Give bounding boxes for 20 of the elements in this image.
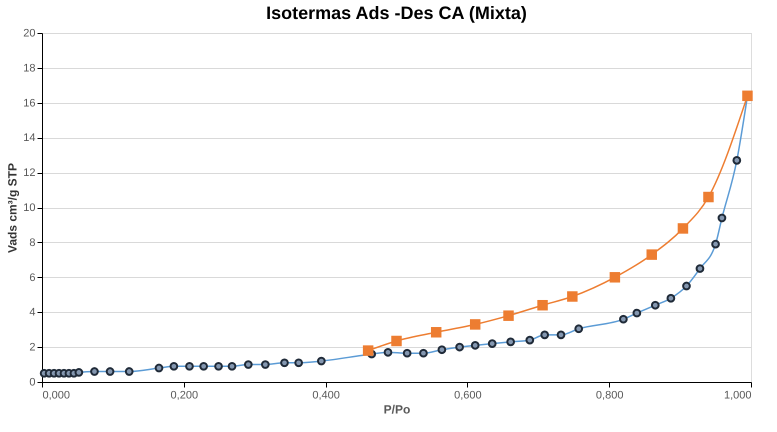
x-axis-title: P/Po	[384, 402, 410, 416]
y-tick-label: 12	[23, 167, 36, 180]
y-tick-label: 18	[23, 62, 36, 74]
y-tick-label: 2	[29, 342, 36, 354]
x-tick-label: 0,200	[170, 390, 198, 402]
y-tick-label: 8	[29, 236, 36, 249]
x-tick-label: 0,400	[312, 390, 340, 402]
y-tick-label: 20	[23, 28, 36, 40]
y-tick-label: 16	[23, 97, 36, 110]
y-tick-label: 4	[29, 306, 36, 319]
chart-title: Isotermas Ads -Des CA (Mixta)	[266, 3, 527, 23]
x-tick-label: 0,600	[454, 390, 482, 402]
y-axis-title: Vads cm³/g STP	[5, 162, 20, 254]
x-tick-label: 0,800	[596, 390, 624, 402]
x-tick-label: 1,000	[724, 390, 752, 402]
y-tick-label: 6	[29, 272, 36, 284]
x-tick-label: 0,000	[42, 390, 70, 402]
y-tick-label: 14	[23, 132, 36, 144]
y-tick-label: 0	[29, 376, 36, 388]
y-tick-label: 10	[23, 202, 36, 214]
